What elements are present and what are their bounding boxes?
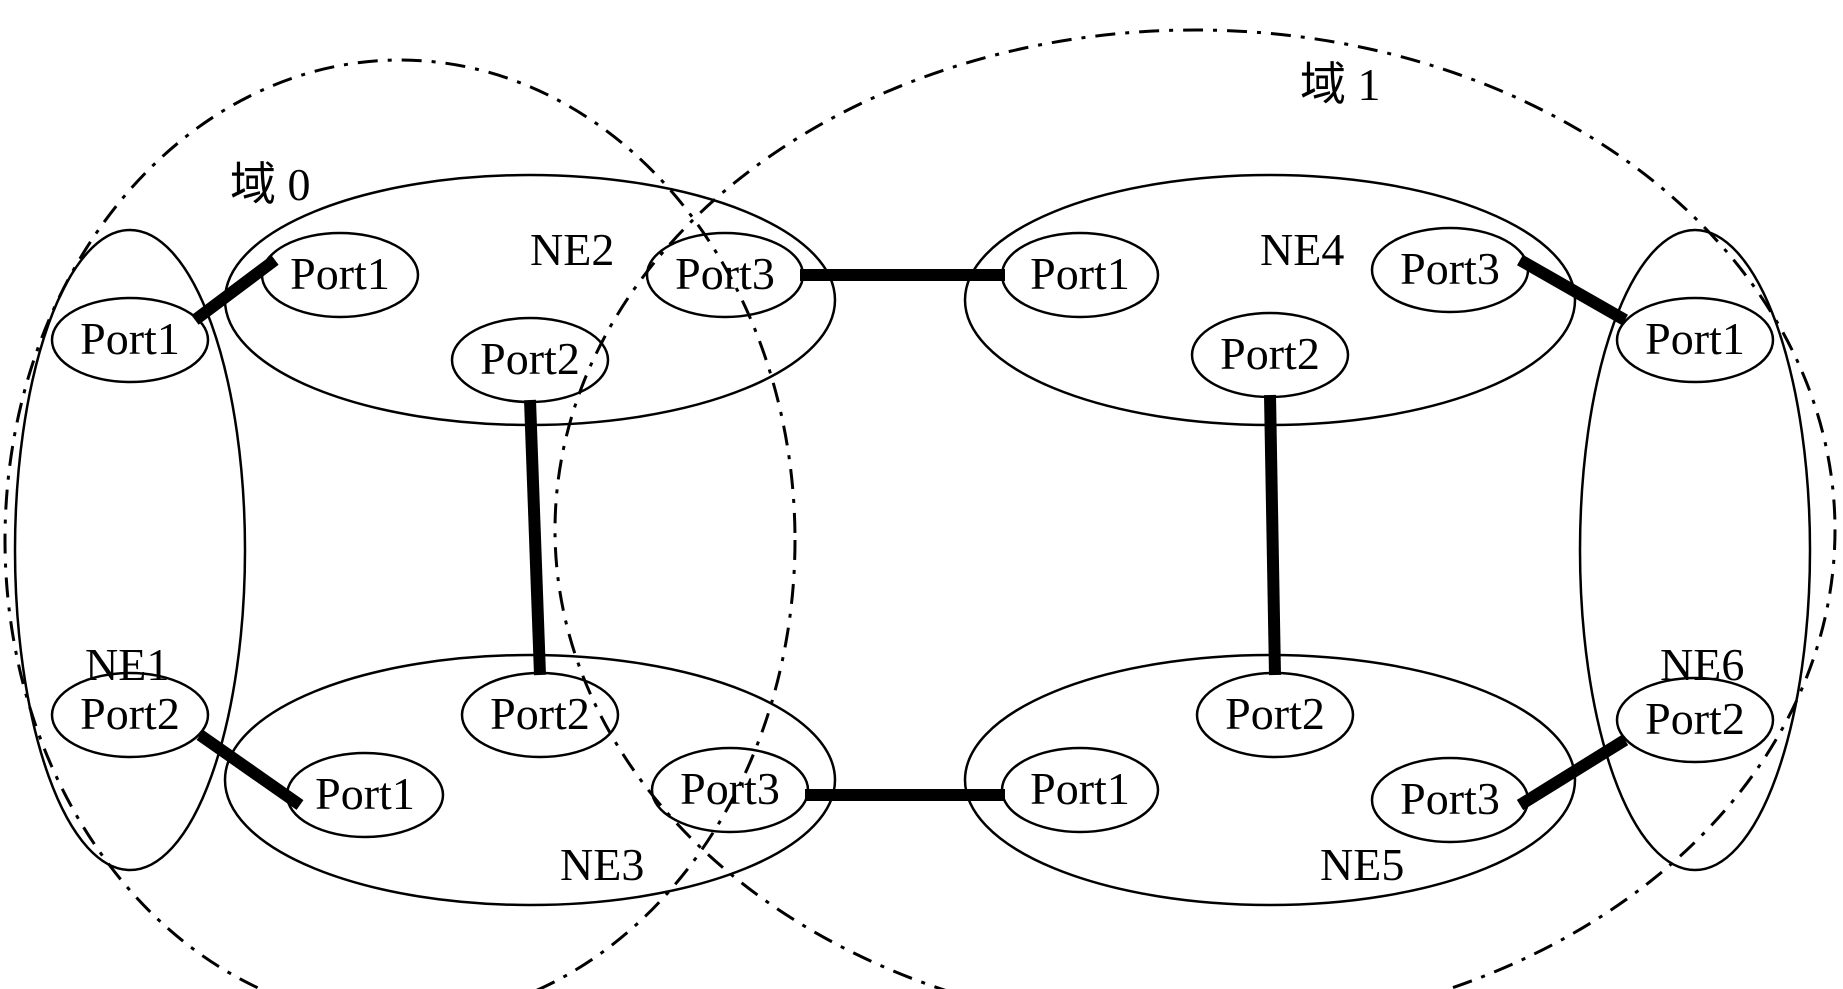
port-label: Port3: [680, 763, 780, 814]
port-label: Port2: [490, 688, 590, 739]
ne-label: NE5: [1320, 839, 1404, 890]
port-label: Port3: [675, 248, 775, 299]
network-element: [965, 175, 1575, 425]
ne-label: NE2: [530, 224, 614, 275]
port-label: Port1: [80, 313, 180, 364]
port-label: Port2: [80, 688, 180, 739]
network-diagram: 域 0 域 1 NE1 Port1 Port2 NE2 Port1 Port2 Port3 NE3…: [0, 0, 1843, 989]
ne-label: NE1: [85, 639, 169, 690]
port-label: Port1: [1030, 763, 1130, 814]
port-label: Port3: [1400, 773, 1500, 824]
domain-label: 域 0: [230, 159, 311, 210]
port-label: Port1: [290, 248, 390, 299]
link: [1270, 395, 1275, 675]
domain-boundary: [555, 30, 1835, 989]
port-label: Port2: [480, 333, 580, 384]
network-element: [225, 175, 835, 425]
port-label: Port3: [1400, 243, 1500, 294]
link: [530, 400, 540, 675]
port-label: Port2: [1220, 328, 1320, 379]
link: [1520, 260, 1625, 320]
port-label: Port1: [1030, 248, 1130, 299]
domain-boundary: [5, 60, 795, 989]
domain-label: 域 1: [1300, 59, 1381, 110]
port-label: Port1: [315, 768, 415, 819]
port-label: Port1: [1645, 313, 1745, 364]
port-label: Port2: [1645, 693, 1745, 744]
links-layer: [195, 260, 1625, 805]
port-label: Port2: [1225, 688, 1325, 739]
ne-label: NE6: [1660, 639, 1744, 690]
link: [200, 735, 300, 805]
ne-label: NE3: [560, 839, 644, 890]
ne-label: NE4: [1260, 224, 1344, 275]
